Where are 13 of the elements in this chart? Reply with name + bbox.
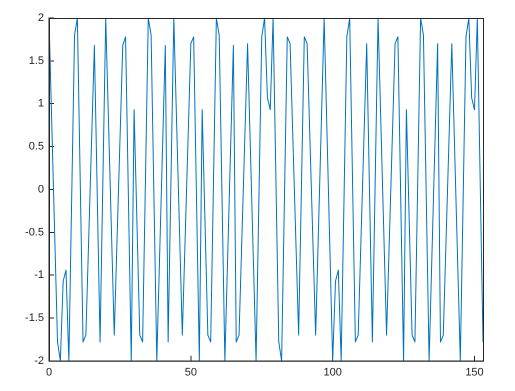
x-tick-label: 50	[184, 366, 197, 378]
y-tick-label: -2	[34, 354, 44, 367]
x-tick-label: 100	[323, 366, 342, 378]
x-tick-label: 0	[46, 366, 52, 378]
y-tick-label: -1.5	[25, 312, 44, 324]
y-tick-label: 1	[38, 98, 44, 110]
y-tick-label: 0.5	[28, 140, 44, 153]
x-tick-label: 150	[465, 366, 484, 378]
y-tick-label: 1.5	[28, 54, 44, 67]
y-tick-label: 2	[38, 12, 44, 24]
y-tick-label: -0.5	[25, 226, 44, 238]
y-tick-label: 0	[38, 183, 44, 196]
y-tick-label: -1	[34, 269, 44, 282]
